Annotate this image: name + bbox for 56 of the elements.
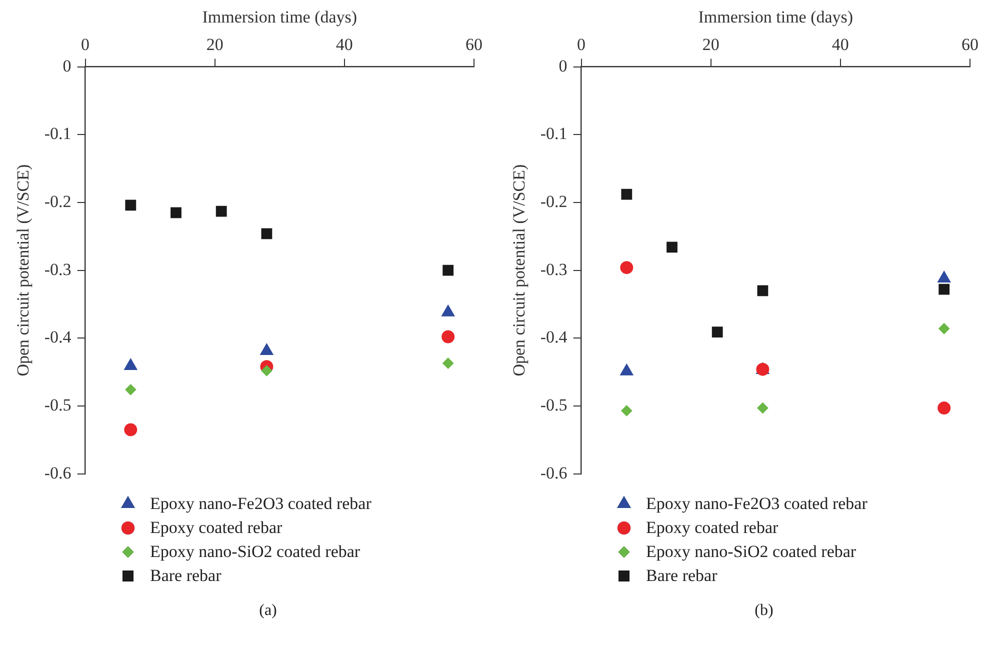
point [125, 384, 136, 396]
point [938, 402, 951, 414]
y-tick-label: -0.3 [540, 260, 568, 279]
y-tick-label: -0.1 [44, 124, 72, 144]
y-tick-label: -0.2 [44, 192, 72, 211]
y-axis-title: Open circuit potential (V/SCE) [14, 164, 33, 376]
legend-label: Epoxy nano-Fe2O3 coated rebar [646, 494, 868, 514]
point [666, 242, 678, 253]
legend-label: Epoxy nano-Fe2O3 coated rebar [150, 494, 372, 514]
point [261, 365, 272, 376]
point [216, 206, 227, 217]
point [757, 402, 768, 414]
y-tick-label: -0.5 [44, 395, 72, 414]
x-tick-label: 60 [466, 35, 482, 54]
point [757, 285, 768, 296]
y-tick-label: -0.1 [540, 124, 568, 144]
y-tick-label: 0 [558, 56, 568, 76]
x-tick-label: 60 [962, 35, 978, 54]
point [442, 264, 454, 276]
point [712, 326, 723, 338]
y-tick-label: 0 [62, 56, 72, 76]
point [442, 330, 455, 344]
x-axis-title: Immersion time (days) [202, 8, 358, 27]
y-tick-label: -0.5 [540, 395, 568, 414]
y-tick-label: -0.6 [44, 463, 72, 482]
y-tick-label: -0.3 [44, 260, 72, 279]
point [620, 261, 634, 274]
legend-label: Bare rebar [646, 566, 718, 586]
point [125, 200, 136, 211]
x-tick-label: 40 [832, 35, 849, 54]
x-tick-label: 20 [206, 35, 224, 54]
legend-label: Epoxy nano-SiO2 coated rebar [646, 542, 856, 562]
x-axis-title: Immersion time (days) [698, 8, 854, 27]
x-tick-label: 40 [336, 35, 353, 54]
x-tick-label: 0 [81, 35, 90, 54]
x-tick-label: 0 [577, 35, 586, 54]
point [170, 207, 182, 218]
x-tick-label: 20 [702, 35, 720, 54]
point [124, 423, 138, 436]
text: (b) [754, 602, 774, 620]
point [938, 323, 950, 334]
point [621, 405, 632, 416]
text: (a) [258, 602, 278, 620]
legend-label: Epoxy coated rebar [646, 518, 778, 538]
legend-label: Bare rebar [150, 566, 222, 586]
legend-label: Epoxy coated rebar [150, 518, 282, 538]
y-axis-title: Open circuit potential (V/SCE) [510, 164, 529, 376]
point [442, 358, 454, 369]
legend-label: Epoxy nano-SiO2 coated rebar [150, 542, 360, 562]
y-tick-label: -0.4 [44, 328, 72, 347]
point [261, 228, 272, 240]
y-tick-label: -0.4 [540, 328, 568, 347]
y-tick-label: -0.6 [540, 463, 568, 482]
point [938, 284, 950, 295]
y-tick-label: -0.2 [540, 192, 568, 211]
point [621, 188, 632, 200]
